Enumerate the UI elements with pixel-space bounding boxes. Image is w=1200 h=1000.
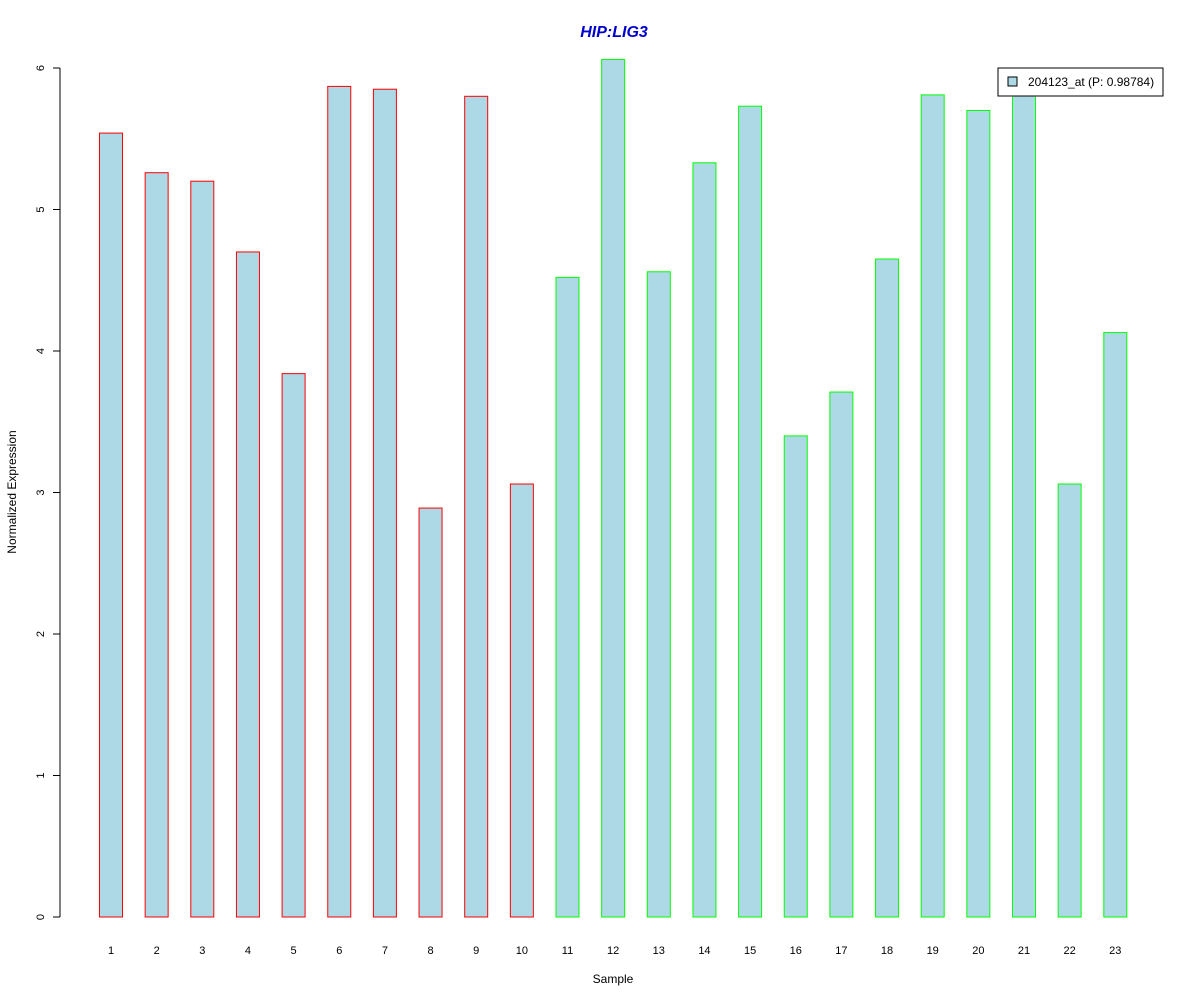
x-tick-label: 23 bbox=[1109, 945, 1121, 957]
x-tick-label: 2 bbox=[154, 945, 160, 957]
x-tick-label: 1 bbox=[108, 945, 114, 957]
y-tick-label: 6 bbox=[35, 65, 47, 71]
bar-sample-11 bbox=[555, 276, 580, 918]
y-tick-label: 2 bbox=[35, 631, 47, 637]
x-tick-label: 4 bbox=[245, 945, 251, 957]
bar-sample-23 bbox=[1103, 332, 1128, 918]
bar-sample-17 bbox=[829, 391, 854, 918]
bar-sample-21 bbox=[1012, 94, 1036, 918]
x-tick-label: 19 bbox=[927, 945, 939, 957]
bar-sample-18 bbox=[875, 258, 900, 918]
x-tick-label: 8 bbox=[427, 945, 433, 957]
bar-sample-9 bbox=[464, 95, 489, 918]
bar-sample-13 bbox=[646, 271, 671, 918]
y-tick-label: 4 bbox=[35, 348, 47, 354]
y-tick-label: 5 bbox=[35, 206, 47, 212]
x-tick-label: 6 bbox=[336, 945, 342, 957]
bar-sample-3 bbox=[190, 180, 215, 918]
x-tick-label: 18 bbox=[881, 945, 893, 957]
x-tick-labels: 1 2 3 4 5 6 7 8 9 10 11 12 13 14 15 16 17 18 19 20 21 22 23 bbox=[108, 945, 1121, 957]
x-tick-label: 12 bbox=[607, 945, 619, 957]
x-tick-label: 13 bbox=[653, 945, 665, 957]
bar-sample-7 bbox=[372, 88, 397, 918]
bar-sample-10 bbox=[509, 483, 534, 918]
x-axis-label: Sample bbox=[593, 972, 634, 986]
bar-sample-16 bbox=[783, 435, 808, 918]
bar-sample-12 bbox=[601, 59, 626, 918]
legend-swatch bbox=[1007, 76, 1018, 87]
legend: 204123_at (P: 0.98784) bbox=[997, 67, 1164, 97]
bar-sample-1 bbox=[99, 132, 123, 918]
x-tick-label: 14 bbox=[698, 945, 710, 957]
x-tick-label: 10 bbox=[516, 945, 528, 957]
x-tick-label: 16 bbox=[790, 945, 802, 957]
bar-sample-2 bbox=[144, 172, 169, 918]
y-tick-label: 0 bbox=[35, 914, 47, 920]
bar-sample-19 bbox=[920, 94, 945, 918]
bar-sample-6 bbox=[327, 85, 352, 918]
x-tick-label: 17 bbox=[835, 945, 847, 957]
x-tick-label: 15 bbox=[744, 945, 756, 957]
y-axis-label: Normalized Expression bbox=[5, 430, 19, 553]
bar-sample-4 bbox=[235, 251, 260, 918]
bar-sample-14 bbox=[692, 162, 717, 918]
x-tick-label: 7 bbox=[382, 945, 388, 957]
legend-box bbox=[997, 67, 1164, 97]
bars bbox=[99, 59, 1128, 918]
bar-sample-15 bbox=[738, 105, 763, 918]
x-tick-label: 21 bbox=[1018, 945, 1030, 957]
x-tick-label: 20 bbox=[972, 945, 984, 957]
bar-sample-20 bbox=[966, 109, 991, 918]
y-tick-label: 1 bbox=[35, 772, 47, 778]
y-tick-label: 3 bbox=[35, 489, 47, 495]
x-tick-label: 22 bbox=[1064, 945, 1076, 957]
x-tick-label: 3 bbox=[199, 945, 205, 957]
bar-sample-8 bbox=[418, 507, 443, 918]
bar-sample-22 bbox=[1057, 483, 1082, 918]
bar-sample-5 bbox=[281, 373, 306, 918]
x-tick-label: 5 bbox=[291, 945, 297, 957]
legend-label: 204123_at (P: 0.98784) bbox=[1028, 75, 1154, 89]
x-tick-label: 11 bbox=[562, 945, 573, 957]
chart-title: HIP:LIG3 bbox=[580, 24, 648, 41]
y-axis: 0 1 2 3 4 5 6 bbox=[35, 65, 61, 920]
x-tick-label: 9 bbox=[473, 945, 479, 957]
